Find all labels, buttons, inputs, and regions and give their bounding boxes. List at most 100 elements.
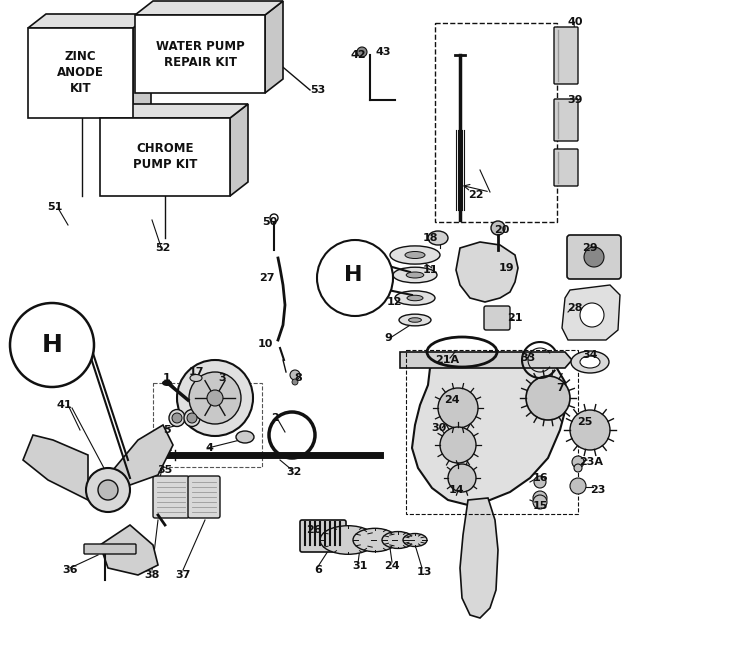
Text: 10: 10 bbox=[257, 339, 273, 349]
Text: 23A: 23A bbox=[579, 457, 603, 467]
Polygon shape bbox=[23, 435, 88, 500]
Polygon shape bbox=[100, 104, 248, 118]
Circle shape bbox=[570, 410, 610, 450]
Text: 11: 11 bbox=[422, 265, 438, 275]
Polygon shape bbox=[230, 104, 248, 196]
Ellipse shape bbox=[353, 528, 397, 551]
Ellipse shape bbox=[190, 375, 202, 382]
Circle shape bbox=[533, 491, 547, 505]
Polygon shape bbox=[100, 525, 158, 575]
Circle shape bbox=[584, 247, 604, 267]
Ellipse shape bbox=[236, 431, 254, 443]
Text: 31: 31 bbox=[352, 561, 368, 571]
Text: 4: 4 bbox=[205, 443, 213, 453]
Text: 18: 18 bbox=[422, 233, 438, 243]
Polygon shape bbox=[113, 425, 173, 485]
Ellipse shape bbox=[406, 272, 424, 278]
Ellipse shape bbox=[407, 295, 423, 301]
Text: 38: 38 bbox=[144, 570, 160, 580]
Ellipse shape bbox=[184, 410, 200, 426]
Ellipse shape bbox=[405, 251, 425, 259]
Circle shape bbox=[187, 413, 197, 423]
Text: 39: 39 bbox=[567, 95, 583, 105]
FancyBboxPatch shape bbox=[554, 27, 578, 84]
Text: 52: 52 bbox=[155, 243, 171, 253]
Text: 28: 28 bbox=[567, 303, 583, 313]
Polygon shape bbox=[400, 352, 572, 368]
FancyBboxPatch shape bbox=[554, 99, 578, 141]
Circle shape bbox=[10, 303, 94, 387]
Text: 17: 17 bbox=[188, 367, 204, 377]
FancyBboxPatch shape bbox=[300, 520, 346, 552]
Text: 12: 12 bbox=[386, 297, 402, 307]
Circle shape bbox=[189, 372, 241, 424]
Circle shape bbox=[207, 390, 223, 406]
Circle shape bbox=[533, 495, 547, 509]
Circle shape bbox=[580, 303, 604, 327]
Polygon shape bbox=[135, 15, 265, 93]
Text: 13: 13 bbox=[416, 567, 432, 577]
Circle shape bbox=[98, 480, 118, 500]
Circle shape bbox=[534, 476, 546, 488]
Text: H: H bbox=[41, 333, 62, 357]
Circle shape bbox=[572, 456, 584, 468]
Circle shape bbox=[438, 388, 478, 428]
Text: 7: 7 bbox=[556, 383, 564, 393]
Ellipse shape bbox=[390, 246, 440, 264]
Ellipse shape bbox=[395, 291, 435, 305]
Text: ZINC
ANODE
KIT: ZINC ANODE KIT bbox=[57, 51, 104, 95]
FancyBboxPatch shape bbox=[567, 235, 621, 279]
Text: 53: 53 bbox=[310, 85, 326, 95]
Text: 35: 35 bbox=[158, 465, 172, 475]
Text: WATER PUMP
REPAIR KIT: WATER PUMP REPAIR KIT bbox=[156, 40, 244, 69]
Circle shape bbox=[317, 240, 393, 316]
FancyBboxPatch shape bbox=[554, 149, 578, 186]
Text: 20: 20 bbox=[494, 225, 510, 235]
Circle shape bbox=[177, 360, 253, 436]
FancyBboxPatch shape bbox=[484, 306, 510, 330]
Text: 23: 23 bbox=[590, 485, 606, 495]
FancyBboxPatch shape bbox=[84, 544, 136, 554]
Ellipse shape bbox=[403, 533, 427, 546]
Text: 42: 42 bbox=[350, 50, 366, 60]
Text: 36: 36 bbox=[62, 565, 78, 575]
FancyBboxPatch shape bbox=[188, 476, 220, 518]
Ellipse shape bbox=[409, 318, 422, 322]
Text: 33: 33 bbox=[520, 353, 536, 363]
Ellipse shape bbox=[320, 526, 376, 554]
Polygon shape bbox=[133, 14, 151, 118]
Text: 5: 5 bbox=[164, 425, 171, 435]
Text: 2: 2 bbox=[272, 413, 279, 423]
Text: 21: 21 bbox=[507, 313, 523, 323]
Circle shape bbox=[491, 221, 505, 235]
Circle shape bbox=[448, 464, 476, 492]
Text: 26: 26 bbox=[306, 525, 322, 535]
FancyBboxPatch shape bbox=[153, 476, 189, 518]
Circle shape bbox=[574, 464, 582, 472]
Circle shape bbox=[86, 468, 130, 512]
Text: 50: 50 bbox=[262, 217, 278, 227]
Text: 22: 22 bbox=[468, 190, 484, 200]
Text: 8: 8 bbox=[294, 373, 302, 383]
Text: 24: 24 bbox=[444, 395, 460, 405]
Ellipse shape bbox=[169, 410, 185, 426]
Text: 3: 3 bbox=[218, 373, 226, 383]
Ellipse shape bbox=[382, 531, 414, 548]
Text: 14: 14 bbox=[448, 485, 464, 495]
Text: 34: 34 bbox=[582, 350, 598, 360]
Text: 32: 32 bbox=[286, 467, 302, 477]
Ellipse shape bbox=[393, 267, 437, 283]
Text: 37: 37 bbox=[176, 570, 190, 580]
Ellipse shape bbox=[162, 380, 172, 386]
Circle shape bbox=[526, 376, 570, 420]
Circle shape bbox=[172, 413, 182, 423]
Circle shape bbox=[290, 370, 300, 380]
Polygon shape bbox=[456, 242, 518, 302]
Text: 6: 6 bbox=[314, 565, 322, 575]
Text: 24: 24 bbox=[384, 561, 400, 571]
Text: 43: 43 bbox=[375, 47, 391, 57]
Polygon shape bbox=[562, 285, 620, 340]
Text: CHROME
PUMP KIT: CHROME PUMP KIT bbox=[133, 143, 197, 172]
Text: 27: 27 bbox=[260, 273, 274, 283]
Ellipse shape bbox=[399, 314, 431, 326]
